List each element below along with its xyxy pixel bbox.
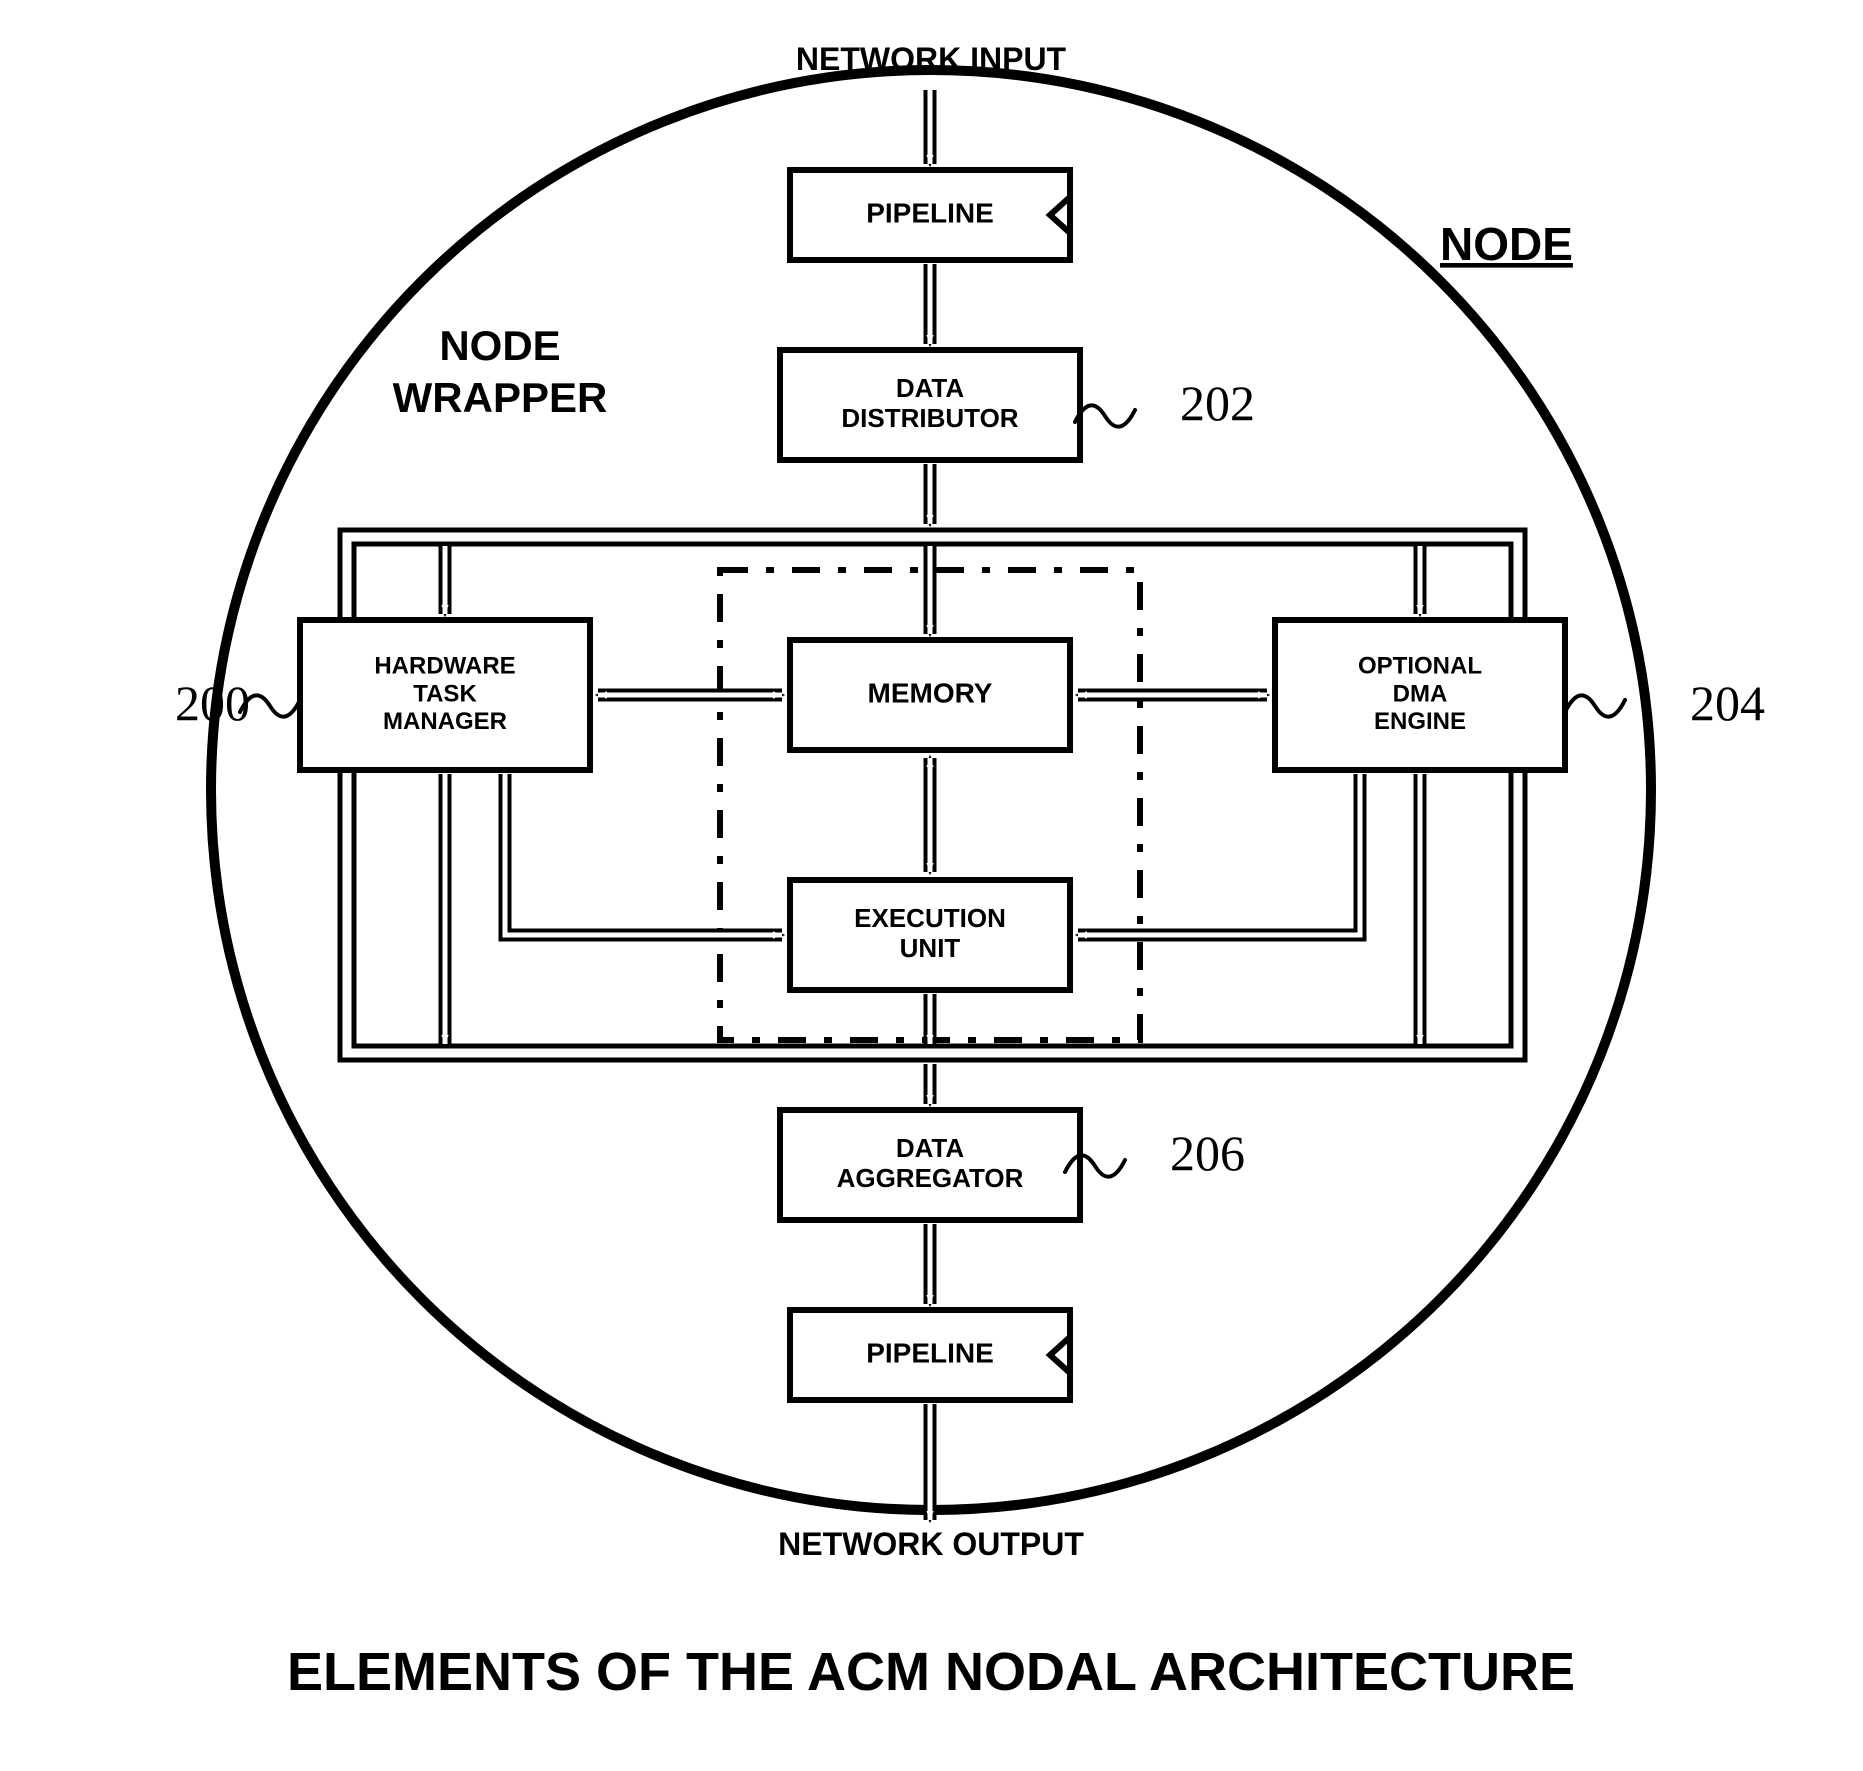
box-label-htm: MANAGER xyxy=(383,708,507,735)
annotation-a204: 204 xyxy=(1565,675,1765,731)
label-node: NODE xyxy=(1440,218,1573,270)
box-data_dist: DATADISTRIBUTOR xyxy=(780,350,1080,460)
box-label-exec: EXECUTION xyxy=(854,903,1006,933)
diagram-title: ELEMENTS OF THE ACM NODAL ARCHITECTURE xyxy=(287,1642,1575,1702)
box-label-data_dist: DISTRIBUTOR xyxy=(841,403,1018,433)
arrow-htm-exec xyxy=(505,774,782,935)
box-label-memory: MEMORY xyxy=(868,677,993,708)
box-memory: MEMORY xyxy=(790,640,1070,750)
annotation-a202: 202 xyxy=(1075,375,1255,431)
label-network-output: NETWORK OUTPUT xyxy=(778,1526,1084,1562)
box-pipeline_top: PIPELINE xyxy=(790,170,1070,260)
box-label-exec: UNIT xyxy=(900,933,961,963)
box-label-data_agg: DATA xyxy=(896,1133,965,1163)
label-node-wrapper-1: NODE xyxy=(439,322,560,369)
annotation-a200: 200 xyxy=(175,675,300,731)
box-dma: OPTIONALDMAENGINE xyxy=(1275,620,1565,770)
annotation-text-a204: 204 xyxy=(1690,675,1765,731)
box-htm: HARDWARETASKMANAGER xyxy=(300,620,590,770)
label-network-input: NETWORK INPUT xyxy=(796,41,1067,77)
box-label-htm: TASK xyxy=(413,680,477,707)
box-exec: EXECUTIONUNIT xyxy=(790,880,1070,990)
box-label-dma: ENGINE xyxy=(1374,708,1466,735)
box-label-data_agg: AGGREGATOR xyxy=(837,1163,1024,1193)
box-label-pipeline_top: PIPELINE xyxy=(866,197,994,228)
box-label-pipeline_bot: PIPELINE xyxy=(866,1337,994,1368)
arrow-dma-exec xyxy=(1078,774,1360,935)
box-label-htm: HARDWARE xyxy=(374,653,515,680)
diagram-root: { "canvas": { "width": 1863, "height": 1… xyxy=(0,0,1863,1771)
diagram-svg: PIPELINEDATADISTRIBUTORHARDWARETASKMANAG… xyxy=(0,0,1863,1771)
annotation-text-a200: 200 xyxy=(175,675,250,731)
label-node-wrapper-2: WRAPPER xyxy=(393,374,608,421)
box-label-dma: OPTIONAL xyxy=(1358,653,1482,680)
annotation-a206: 206 xyxy=(1065,1125,1245,1181)
box-label-data_dist: DATA xyxy=(896,373,965,403)
box-data_agg: DATAAGGREGATOR xyxy=(780,1110,1080,1220)
annotation-text-a202: 202 xyxy=(1180,375,1255,431)
box-label-dma: DMA xyxy=(1393,680,1448,707)
box-pipeline_bot: PIPELINE xyxy=(790,1310,1070,1400)
annotation-text-a206: 206 xyxy=(1170,1125,1245,1181)
